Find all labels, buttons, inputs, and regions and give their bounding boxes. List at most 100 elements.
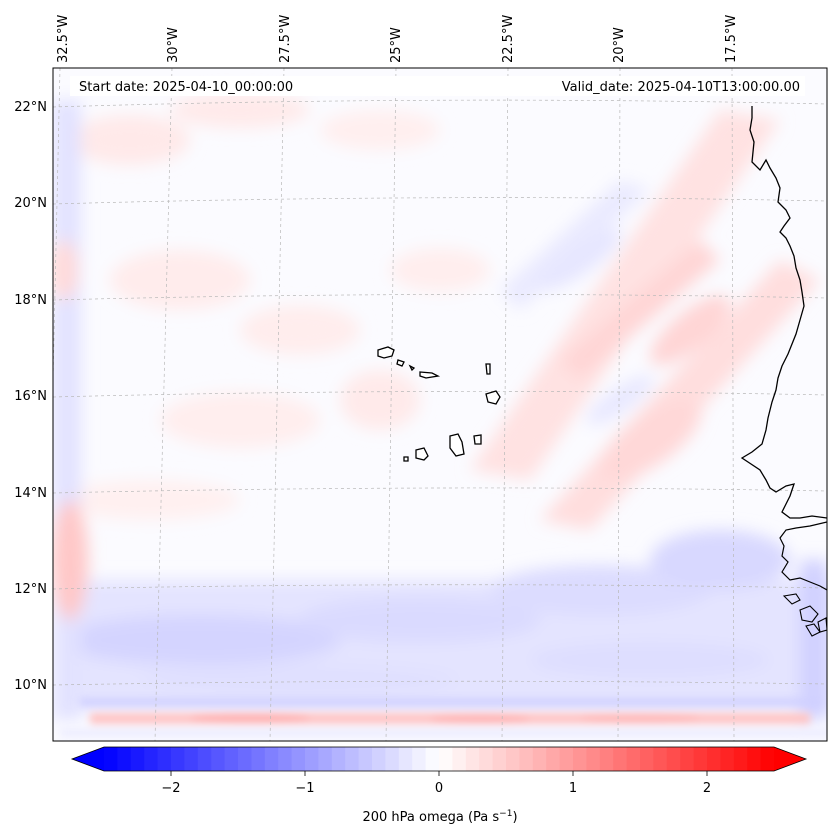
field-patch: [70, 115, 190, 165]
lon-label-25w: 25°W: [389, 27, 404, 63]
header-strip-right: [540, 76, 805, 96]
colorbar-segment: [693, 747, 708, 771]
colorbar-segment: [184, 747, 199, 771]
colorbar-segment: [506, 747, 520, 771]
field-patch: [530, 642, 770, 678]
colorbar-segment: [171, 747, 185, 771]
sal-island: [485, 363, 491, 375]
santo-antao-island: [377, 346, 395, 359]
colorbar-segment: [305, 747, 319, 771]
african-coastline: [740, 106, 827, 519]
colorbar-tick-label: −1: [295, 781, 314, 796]
valid-date-label: Valid_date: 2025-04-10T13:00:00.00: [562, 80, 800, 95]
colorbar-segment: [130, 747, 145, 771]
lat-gridline: [53, 99, 827, 108]
colorbar-segment: [680, 747, 694, 771]
lon-label-30w: 30°W: [166, 27, 181, 63]
colorbar-segment: [358, 747, 373, 771]
colorbar-tick-label: 1: [569, 781, 577, 796]
colorbar-segment: [599, 747, 614, 771]
field-patch: [430, 714, 530, 724]
lat-label-16n: 16°N: [14, 389, 47, 404]
colorbar-segment: [318, 747, 333, 771]
colorbar-outline: [70, 746, 808, 772]
start-date-label: Start date: 2025-04-10_00:00:00: [79, 80, 293, 95]
lon-gridline: [501, 68, 509, 741]
guinea-bissau-coast: [779, 521, 827, 591]
lon-gridline: [731, 68, 735, 741]
sao-vicente-island: [396, 359, 405, 367]
lon-gridline: [154, 68, 173, 741]
field-patch: [160, 392, 320, 448]
colorbar-segment: [385, 747, 400, 771]
colorbar-extend-max: [774, 747, 806, 771]
colorbar-segment: [452, 747, 467, 771]
lon-label-22-5w: 22.5°W: [501, 15, 516, 63]
field-band: [560, 240, 720, 380]
field-patch: [53, 240, 78, 300]
colorbar-segment: [586, 747, 601, 771]
colorbar-segment: [331, 747, 346, 771]
field-patch: [240, 305, 360, 355]
colorbar-segment: [238, 747, 252, 771]
colorbar-tick-label: 2: [703, 781, 711, 796]
field-patch: [60, 615, 340, 665]
colorbar: −2 −1 0 1 2 200 hPa omega (Pa s−1): [70, 746, 808, 825]
lon-label-27-5w: 27.5°W: [278, 15, 293, 63]
colorbar-segments: [72, 747, 806, 771]
field-patch: [110, 250, 250, 310]
colorbar-segment: [157, 747, 172, 771]
bissagos-island: [799, 605, 819, 623]
colorbar-tick-label: 0: [435, 781, 443, 796]
field-patch: [580, 713, 700, 723]
omega-strips: [60, 698, 827, 738]
lat-label-22n: 22°N: [14, 100, 47, 115]
colorbar-segment: [264, 747, 279, 771]
colorbar-segment: [479, 747, 493, 771]
lat-label-14n: 14°N: [14, 486, 47, 501]
colorbar-segment: [251, 747, 266, 771]
bissagos-island: [782, 593, 801, 605]
colorbar-segment: [519, 747, 534, 771]
colorbar-segment: [747, 747, 761, 771]
bissagos-island: [817, 617, 827, 633]
longitude-labels: 32.5°W 30°W 27.5°W 25°W 22.5°W 20°W 17.5…: [56, 15, 739, 63]
colorbar-extend-min: [72, 747, 104, 771]
colorbar-tick-label: −2: [161, 781, 180, 796]
colorbar-segment: [720, 747, 735, 771]
colorbar-segment: [425, 747, 440, 771]
colorbar-segment: [117, 747, 132, 771]
colorbar-segment: [760, 747, 775, 771]
header-strip-left: [70, 76, 540, 96]
colorbar-segment: [492, 747, 507, 771]
field-patch: [490, 565, 710, 615]
lat-label-12n: 12°N: [14, 582, 47, 597]
lon-gridline: [617, 68, 621, 741]
boa-vista-island: [485, 390, 501, 405]
santiago-island: [449, 433, 465, 457]
colorbar-segment: [144, 747, 158, 771]
field-patch: [649, 295, 731, 365]
field-patch: [140, 664, 460, 696]
field-band: [800, 560, 827, 720]
colorbar-segment: [666, 747, 681, 771]
lon-label-32-5w: 32.5°W: [56, 15, 71, 63]
field-patch: [538, 229, 622, 291]
colorbar-segment: [733, 747, 748, 771]
lat-label-10n: 10°N: [14, 678, 47, 693]
field-patch: [60, 480, 240, 520]
field-band: [500, 180, 650, 310]
colorbar-segment: [465, 747, 480, 771]
colorbar-segment: [640, 747, 654, 771]
colorbar-segment: [532, 747, 547, 771]
colorbar-segment: [573, 747, 587, 771]
lat-label-20n: 20°N: [14, 196, 47, 211]
colorbar-ticks: −2 −1 0 1 2: [161, 771, 711, 796]
field-patch: [340, 370, 420, 430]
colorbar-segment: [653, 747, 668, 771]
colorbar-segment: [707, 747, 721, 771]
field-patch: [586, 375, 654, 425]
lon-label-20w: 20°W: [612, 27, 627, 63]
map-frame: [52, 67, 828, 742]
